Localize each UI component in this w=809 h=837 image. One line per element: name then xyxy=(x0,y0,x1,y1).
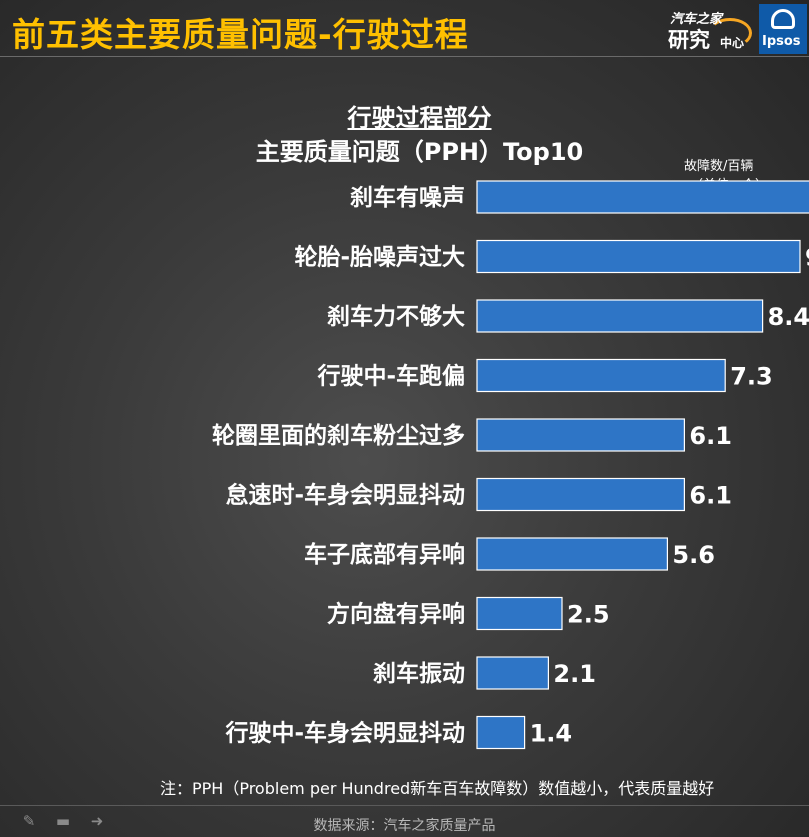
category-label: 行驶中-车跑偏 xyxy=(316,363,465,390)
comment-icon[interactable]: ▬ xyxy=(55,812,71,830)
autohome-logo: 汽车之家 研究 中心 xyxy=(668,4,758,54)
value-label: 2.1 xyxy=(553,660,596,688)
bar xyxy=(476,715,526,750)
bar xyxy=(476,537,668,571)
page-title: 前五类主要质量问题-行驶过程 xyxy=(12,15,469,54)
category-label: 行驶中-车身会明显抖动 xyxy=(224,720,465,747)
bar xyxy=(476,418,685,452)
category-label: 刹车有噪声 xyxy=(350,184,465,211)
bar xyxy=(476,299,764,333)
bar xyxy=(476,656,550,690)
ipsos-logo-text: Ipsos xyxy=(762,34,801,49)
chart-subtitle: 主要质量问题（PPH）Top10 xyxy=(255,138,584,166)
category-label: 怠速时-车身会明显抖动 xyxy=(225,482,465,509)
header: 前五类主要质量问题-行驶过程 汽车之家 研究 中心 Ipsos xyxy=(0,0,809,60)
arrow-right-icon[interactable]: ➜ xyxy=(90,812,104,830)
category-label: 刹车力不够大 xyxy=(327,303,465,330)
value-label: 7.3 xyxy=(730,363,773,391)
autohome-logo-line1: 汽车之家 xyxy=(670,12,723,27)
unit-label-line1: 故障数/百辆 xyxy=(684,159,754,174)
autohome-logo-line3: 中心 xyxy=(720,36,745,50)
bar xyxy=(476,358,726,393)
footnote: 注：PPH（Problem per Hundred新车百车故障数）数值越小，代表… xyxy=(160,779,715,798)
pen-icon[interactable]: ✎ xyxy=(22,812,36,830)
swoosh-icon xyxy=(708,18,752,48)
data-source: 数据来源：汽车之家质量产品 xyxy=(313,818,496,834)
bar-chart: 刹车有噪声9.9轮胎-胎噪声过大9.5刹车力不够大8.4行驶中-车跑偏7.3轮圈… xyxy=(212,180,809,750)
value-label: 6.1 xyxy=(689,482,732,510)
value-label: 8.4 xyxy=(768,303,809,331)
ipsos-logo: Ipsos xyxy=(759,4,807,54)
category-label: 轮胎-胎噪声过大 xyxy=(294,244,465,271)
category-label: 轮圈里面的刹车粉尘过多 xyxy=(212,422,465,449)
value-label: 5.6 xyxy=(672,541,715,569)
chart-title: 行驶过程部分 xyxy=(347,104,492,132)
bar xyxy=(476,180,809,214)
header-divider xyxy=(0,56,809,57)
category-label: 刹车振动 xyxy=(373,660,465,687)
value-label: 1.4 xyxy=(530,720,573,748)
value-label: 9.5 xyxy=(805,244,809,272)
bar xyxy=(476,596,563,631)
footer: ✎ ▬ ➜ 数据来源：汽车之家质量产品 xyxy=(0,805,809,837)
autohome-logo-line2: 研究 xyxy=(668,28,710,52)
footer-divider xyxy=(0,805,809,806)
category-label: 车子底部有异响 xyxy=(304,541,465,568)
value-label: 2.5 xyxy=(567,601,610,629)
bar xyxy=(476,477,685,512)
value-label: 6.1 xyxy=(689,422,732,450)
ipsos-mark-icon xyxy=(771,9,795,29)
bar xyxy=(476,239,801,274)
category-label: 方向盘有异响 xyxy=(327,601,465,628)
